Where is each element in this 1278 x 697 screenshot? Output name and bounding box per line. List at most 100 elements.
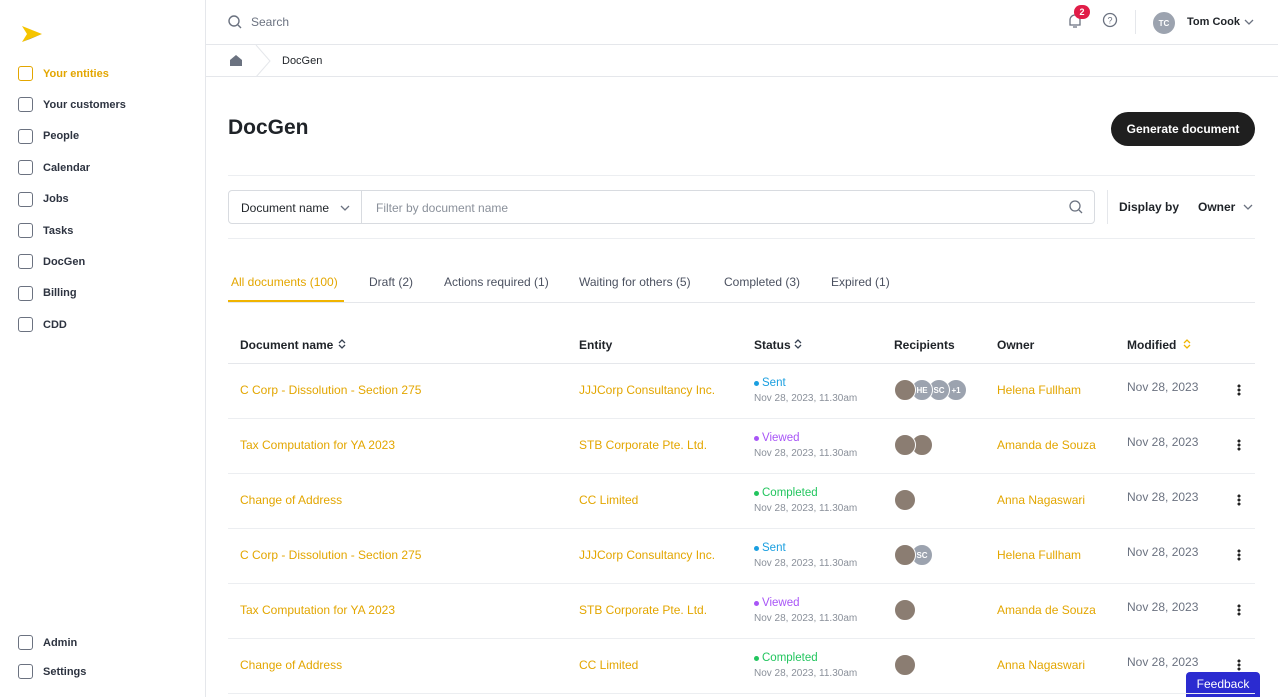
- tab-indicator: [228, 300, 344, 302]
- document-name[interactable]: C Corp - Dissolution - Section 275: [240, 548, 422, 562]
- sort-icon[interactable]: [338, 339, 346, 349]
- status: Viewed: [762, 432, 800, 444]
- tab[interactable]: Draft (2): [369, 275, 414, 289]
- tab[interactable]: Waiting for others (5): [579, 275, 691, 289]
- nav-item[interactable]: Jobs: [18, 191, 69, 207]
- filter-input[interactable]: Filter by document name: [376, 201, 509, 215]
- modified: Nov 28, 2023: [1127, 435, 1199, 449]
- status: Sent: [762, 542, 786, 554]
- nav-icon: [18, 160, 33, 176]
- search-input[interactable]: Search: [251, 15, 290, 29]
- home-icon[interactable]: [229, 54, 243, 67]
- recipient-photo: [894, 489, 916, 511]
- row-menu[interactable]: [1237, 439, 1241, 451]
- filter-box: Document name Filter by document name: [228, 190, 1095, 224]
- row-menu[interactable]: [1237, 549, 1241, 561]
- column-header: Entity: [579, 338, 613, 352]
- column-header: Owner: [997, 338, 1035, 352]
- nav-label: Tasks: [43, 224, 74, 237]
- search-icon: [228, 15, 242, 29]
- entity[interactable]: JJJCorp Consultancy Inc.: [579, 548, 716, 562]
- nav-icon: [18, 223, 33, 238]
- display-label: Display by: [1119, 200, 1180, 214]
- entity[interactable]: STB Corporate Pte. Ltd.: [579, 438, 708, 452]
- table-header-border: [228, 363, 1255, 364]
- divider: [1107, 190, 1108, 224]
- row-menu[interactable]: [1237, 604, 1241, 616]
- nav-item[interactable]: DocGen: [18, 254, 85, 270]
- nav-item[interactable]: Admin: [18, 635, 77, 650]
- owner[interactable]: Helena Fullham: [997, 548, 1082, 562]
- row-border: [228, 473, 1255, 474]
- nav-item[interactable]: People: [18, 128, 80, 144]
- notification-badge: 2: [1074, 5, 1090, 19]
- sort-icon[interactable]: [794, 339, 802, 349]
- tab[interactable]: Completed (3): [724, 275, 801, 289]
- tab[interactable]: All documents (100): [231, 275, 338, 289]
- svg-text:?: ?: [1107, 16, 1112, 26]
- generate-button[interactable]: Generate document: [1111, 112, 1255, 146]
- nav-label: Billing: [43, 287, 77, 300]
- help-icon[interactable]: ?: [1102, 12, 1118, 28]
- modified: Nov 28, 2023: [1127, 600, 1199, 614]
- row-menu[interactable]: [1237, 659, 1241, 671]
- tab[interactable]: Actions required (1): [444, 275, 549, 289]
- sort-icon[interactable]: [1183, 339, 1191, 349]
- nav-item[interactable]: Billing: [18, 285, 77, 301]
- document-name[interactable]: Tax Computation for YA 2023: [240, 603, 395, 617]
- filter-field[interactable]: Document name: [241, 201, 330, 215]
- page-title: DocGen: [228, 116, 309, 139]
- tab[interactable]: Expired (1): [831, 275, 890, 289]
- column-header: Document name: [240, 338, 334, 352]
- modified: Nov 28, 2023: [1127, 490, 1199, 504]
- nav-item[interactable]: Your customers: [18, 97, 126, 113]
- nav-icon: [18, 635, 33, 650]
- entity[interactable]: JJJCorp Consultancy Inc.: [579, 383, 716, 397]
- status-date: Nov 28, 2023, 11.30am: [754, 668, 858, 679]
- row-border: [228, 693, 1255, 694]
- entity[interactable]: CC Limited: [579, 493, 639, 507]
- owner[interactable]: Amanda de Souza: [997, 603, 1096, 617]
- divider: [361, 191, 362, 223]
- nav-label: CDD: [43, 318, 67, 331]
- status-dot: [754, 656, 759, 661]
- column-header: Status: [754, 338, 791, 352]
- display-value[interactable]: Owner: [1198, 200, 1236, 214]
- status-dot: [754, 381, 759, 386]
- nav-item[interactable]: CDD: [18, 317, 67, 333]
- entity[interactable]: STB Corporate Pte. Ltd.: [579, 603, 708, 617]
- nav-item[interactable]: Tasks: [18, 223, 73, 238]
- row-menu[interactable]: [1237, 494, 1241, 506]
- divider: [228, 175, 1255, 176]
- status-date: Nov 28, 2023, 11.30am: [754, 448, 858, 459]
- document-name[interactable]: Tax Computation for YA 2023: [240, 438, 395, 452]
- row-border: [228, 418, 1255, 419]
- nav-item[interactable]: Calendar: [18, 160, 90, 176]
- divider: [1135, 10, 1136, 34]
- document-name[interactable]: C Corp - Dissolution - Section 275: [240, 383, 422, 397]
- user-name[interactable]: Tom Cook: [1187, 16, 1240, 28]
- row-menu[interactable]: [1237, 384, 1241, 396]
- entity[interactable]: CC Limited: [579, 658, 639, 672]
- recipient-photo: [894, 654, 916, 676]
- recipient-photo: [894, 379, 916, 401]
- document-name[interactable]: Change of Address: [240, 658, 343, 672]
- feedback-button[interactable]: Feedback: [1186, 672, 1260, 697]
- document-name[interactable]: Change of Address: [240, 493, 343, 507]
- owner[interactable]: Helena Fullham: [997, 383, 1082, 397]
- user-avatar[interactable]: TC: [1152, 11, 1176, 35]
- nav-item[interactable]: Settings: [18, 664, 86, 679]
- nav-item[interactable]: Your entities: [18, 66, 109, 81]
- nav-label: Admin: [43, 636, 78, 649]
- breadcrumb[interactable]: DocGen: [282, 55, 323, 67]
- owner[interactable]: Anna Nagaswari: [997, 658, 1086, 672]
- search-icon: [1069, 200, 1083, 214]
- column-header: Recipients: [894, 338, 955, 352]
- nav-label: People: [43, 130, 80, 143]
- nav-icon: [18, 285, 33, 301]
- modified: Nov 28, 2023: [1127, 545, 1199, 559]
- owner[interactable]: Anna Nagaswari: [997, 493, 1086, 507]
- owner[interactable]: Amanda de Souza: [997, 438, 1096, 452]
- recipient-avatar: +1: [945, 379, 967, 401]
